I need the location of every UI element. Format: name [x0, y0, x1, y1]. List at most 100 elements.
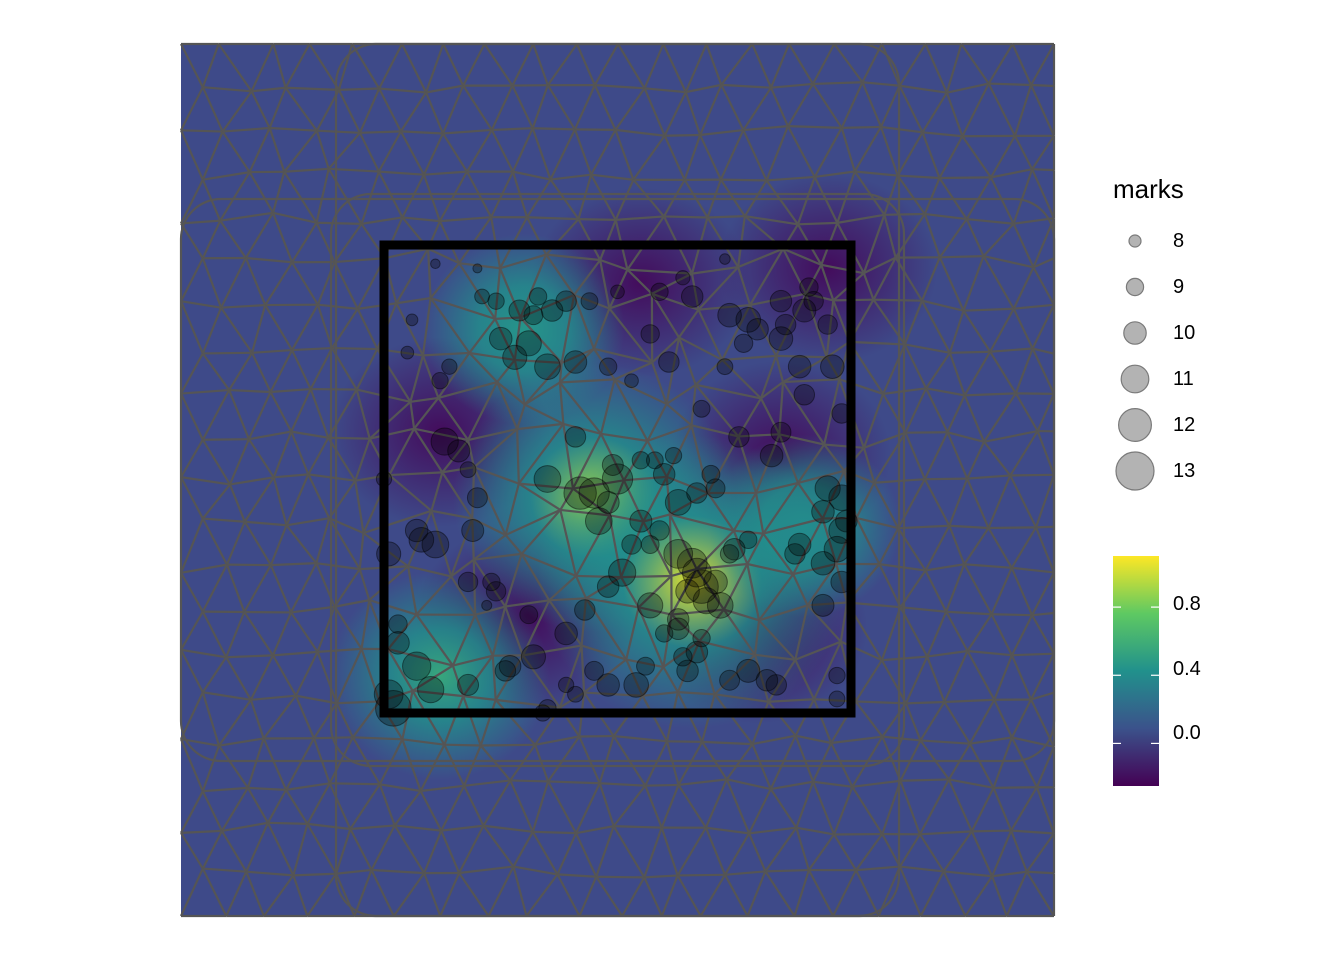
mesh-edge	[468, 352, 498, 383]
mesh-edge	[532, 830, 577, 835]
mesh-edge	[267, 821, 308, 825]
mesh-edge	[898, 85, 924, 133]
mesh-edge	[643, 876, 663, 917]
mesh-edge	[807, 869, 835, 917]
mesh-edge	[651, 292, 699, 311]
mesh-edge	[402, 216, 440, 223]
mesh-edge	[221, 90, 253, 133]
mesh-edge	[684, 91, 702, 136]
mesh-edge	[617, 43, 646, 89]
mesh-edge	[202, 171, 250, 181]
mesh-edge	[1032, 257, 1055, 269]
mesh-edge	[271, 171, 286, 214]
mesh-edge	[647, 424, 692, 442]
mesh-edge	[201, 830, 223, 870]
mesh-edge	[924, 43, 948, 94]
mesh-edge	[387, 648, 414, 692]
mesh-edge	[695, 568, 725, 611]
mesh-edge	[180, 476, 231, 486]
mesh-edge	[992, 737, 1013, 789]
mesh-edge	[337, 89, 361, 134]
mesh-edge	[963, 351, 992, 396]
mesh-edge	[546, 43, 578, 86]
mesh-edge	[837, 213, 885, 224]
mesh-edge	[423, 170, 468, 176]
mesh-edge	[180, 476, 204, 520]
mesh-edge	[665, 403, 693, 427]
mesh-edge	[559, 509, 578, 577]
mesh-edge	[201, 790, 223, 832]
mesh-edge	[644, 785, 663, 829]
mesh-edge	[226, 654, 274, 659]
mesh-edge	[608, 479, 625, 516]
mesh-edge	[333, 606, 363, 650]
mesh-edge	[782, 381, 826, 446]
mesh-edge	[328, 782, 352, 830]
mesh-edge	[795, 734, 832, 745]
mesh-edge	[452, 654, 494, 667]
mesh-edge	[520, 553, 551, 601]
data-point	[706, 592, 734, 619]
mesh-edge	[283, 130, 318, 173]
mesh-edge	[792, 562, 837, 576]
mesh-edge	[370, 869, 395, 917]
mesh-edge	[646, 440, 668, 478]
mesh-edge	[797, 469, 845, 484]
mesh-edge	[327, 132, 361, 170]
mesh-edge	[638, 606, 672, 616]
mesh-edge	[949, 524, 989, 530]
mesh-edge	[938, 135, 964, 179]
mesh-edge	[451, 614, 477, 667]
mesh-edge	[419, 790, 443, 832]
mesh-edge	[180, 829, 223, 834]
mesh-edge	[441, 85, 465, 134]
mesh-edge	[442, 128, 492, 135]
data-point	[408, 527, 435, 553]
mesh-edge	[608, 307, 653, 364]
mesh-edge	[786, 125, 816, 178]
mesh-edge	[251, 86, 286, 93]
mesh-edge	[532, 43, 549, 86]
mesh-edge	[766, 175, 815, 182]
mesh-edge	[663, 135, 686, 181]
mesh-edge	[458, 216, 493, 264]
mesh-edge	[676, 874, 702, 917]
mesh-edge	[794, 735, 815, 783]
mesh-edge	[723, 608, 760, 622]
mesh-edge	[491, 606, 507, 656]
data-point	[508, 299, 531, 322]
data-point	[650, 282, 669, 301]
mesh-edge	[593, 84, 617, 131]
mesh-edge	[767, 701, 797, 737]
mesh-edge	[356, 308, 379, 350]
mesh-edge	[612, 825, 646, 878]
mesh-edge	[1010, 473, 1055, 477]
mesh-edge	[516, 404, 526, 430]
mesh-edge	[625, 607, 640, 660]
data-point	[459, 461, 477, 479]
mesh-edge	[504, 534, 523, 555]
mesh-edge	[272, 211, 317, 224]
mesh-edge	[180, 691, 204, 740]
mesh-edge	[520, 509, 562, 555]
mesh-edge	[550, 173, 592, 181]
mesh-edge	[421, 355, 440, 399]
mesh-edge	[855, 482, 876, 519]
mesh-edge	[179, 129, 204, 181]
mesh-edge	[245, 822, 269, 873]
mesh-edge	[698, 640, 716, 695]
mesh-edge	[684, 43, 708, 93]
mesh-edge	[724, 832, 751, 876]
mesh-edge	[504, 483, 520, 536]
mesh-edge	[641, 695, 668, 742]
mesh-edge	[662, 666, 679, 693]
mesh-edge	[285, 737, 315, 791]
size-legend-key	[1125, 277, 1145, 297]
data-point	[574, 599, 596, 621]
mesh-edge	[328, 480, 357, 519]
mesh-edge	[556, 873, 581, 917]
mesh-edge	[251, 348, 293, 354]
mesh-edge	[201, 86, 224, 133]
mesh-edge	[442, 466, 475, 474]
mesh-edge	[644, 874, 678, 879]
